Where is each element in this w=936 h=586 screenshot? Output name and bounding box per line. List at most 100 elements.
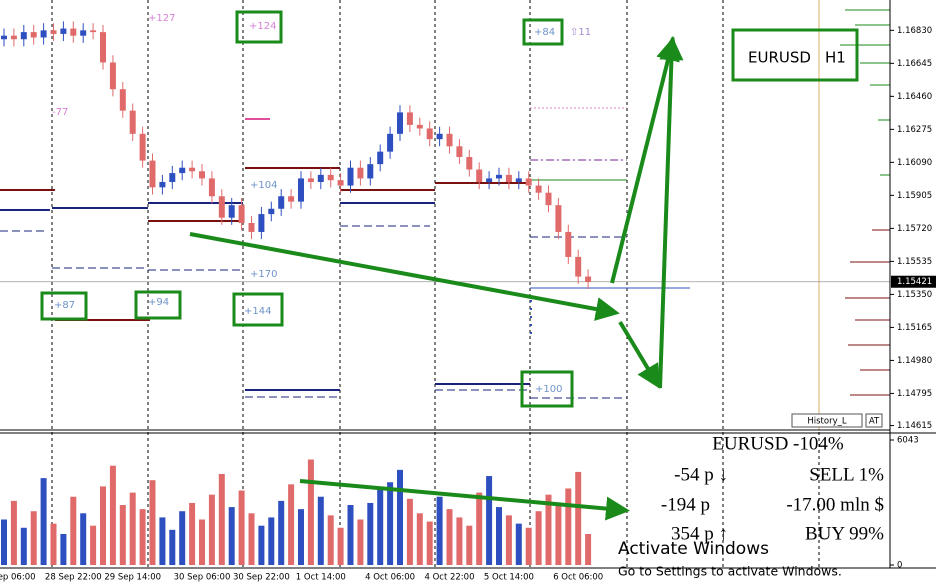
volume-bar: [248, 513, 255, 565]
volume-bar: [60, 533, 67, 565]
history-label[interactable]: History_L: [807, 417, 846, 427]
candle-body: [565, 231, 572, 257]
volume-bar: [565, 488, 572, 565]
volume-bar: [555, 505, 562, 565]
volume-bar: [50, 523, 57, 565]
candle-body: [228, 205, 235, 218]
volume-bar: [90, 525, 97, 565]
volume-bar: [337, 527, 344, 565]
annotation: +124: [249, 21, 276, 32]
volume-bar: [317, 496, 324, 565]
y-tick-label: 0: [897, 561, 902, 571]
candle-body: [139, 133, 146, 161]
candle-body: [357, 167, 364, 179]
candle-body: [545, 192, 552, 206]
candle-body: [208, 178, 215, 197]
plot: 1.16830 1.16645 1.16460 1.16275 1.16090 1.159…: [0, 21, 936, 583]
candle-body: [20, 32, 27, 40]
y-tick-label: 1.14980: [897, 356, 932, 366]
candle-body: [456, 146, 463, 158]
period: H1: [825, 49, 846, 67]
volume-bar: [436, 496, 443, 565]
candle-body: [189, 167, 196, 172]
annotation: +100: [535, 384, 562, 395]
candle-body: [1, 35, 7, 40]
summary-panel: EURUSD -104% -54 p ↓ SELL 1% -194 p -17.…: [661, 433, 884, 544]
volume-bar: [1, 519, 7, 565]
x-tick-label: Sep 06:00: [0, 573, 36, 583]
annotation: +127: [148, 13, 175, 24]
candle-body: [179, 167, 186, 174]
volume-bar: [258, 525, 265, 565]
volume-bar: [426, 521, 433, 565]
volume-bar: [466, 525, 473, 565]
total-pips: -194 p: [661, 494, 710, 515]
candle-body: [476, 169, 483, 182]
volume-bar: [496, 507, 502, 565]
y-tick-label: 1.15720: [897, 224, 932, 234]
candle-body: [446, 133, 453, 147]
volume-bar: [159, 517, 166, 565]
candle-body: [377, 151, 384, 165]
candle-body: [387, 133, 394, 152]
trend-arrows: [189, 36, 684, 521]
volume-bar: [387, 482, 394, 565]
candle-body: [496, 174, 502, 179]
y-tick-label: 1.15905: [897, 191, 932, 201]
x-tick-label: 29 Sep 14:00: [104, 573, 161, 583]
volume-bar: [268, 517, 275, 565]
watermark-title: Activate Windows: [618, 539, 769, 559]
y-tick-label: 1.15165: [897, 323, 932, 333]
at-label[interactable]: AT: [869, 417, 880, 427]
volume-bar: [40, 478, 47, 565]
candle-body: [466, 157, 473, 170]
volume-bar: [307, 459, 314, 565]
money: -17.00 mln $: [786, 494, 884, 515]
y-tick-label: 1.14795: [897, 389, 932, 399]
candle-body: [80, 30, 87, 36]
last-price-box: [891, 275, 936, 288]
volume-bar: [327, 515, 334, 565]
volume-bar: [575, 471, 582, 565]
volume-bar: [70, 496, 77, 565]
candle-body: [129, 110, 136, 134]
at-button[interactable]: [865, 413, 883, 428]
candle-body: [347, 167, 354, 186]
candle-body: [505, 174, 512, 182]
watermark-text: Go to Settings to activate Windows.: [618, 564, 842, 579]
candle-body: [149, 160, 156, 188]
volume-bar: [515, 523, 522, 565]
volume-bar: [238, 490, 245, 565]
volume-bar: [30, 511, 37, 565]
volume-bar: [218, 473, 225, 565]
candle-body: [337, 180, 344, 186]
annotation: ⇧11: [570, 27, 591, 38]
candle-body: [278, 196, 285, 209]
x-tick-label: 4 Oct 22:00: [424, 573, 474, 583]
volume-bar: [486, 476, 493, 565]
volume-bar: [416, 513, 423, 565]
volume-bar: [446, 509, 453, 565]
volume-bar: [149, 480, 156, 565]
candle-body: [60, 28, 67, 34]
candle-body: [40, 30, 47, 38]
candle-body: [327, 174, 334, 181]
annotation: +84: [534, 27, 555, 38]
annotation: +104: [250, 180, 277, 191]
sell-percent: SELL 1%: [809, 464, 884, 485]
buy-pips: 354 p ↑: [671, 523, 728, 544]
y-tick-label: 1.16090: [897, 158, 932, 168]
volume-bar: [545, 494, 552, 565]
y-tick-label: 1.16460: [897, 92, 932, 102]
annotation: +94: [148, 297, 169, 308]
candle-body: [169, 173, 176, 182]
volume-bar: [139, 509, 146, 565]
volume-bar: [80, 513, 87, 565]
candle-body: [90, 30, 97, 33]
volume-bar: [535, 511, 542, 565]
candle-body: [397, 112, 403, 134]
volume-bar: [505, 515, 512, 565]
candle-body: [288, 196, 295, 202]
history-button[interactable]: [791, 413, 863, 428]
